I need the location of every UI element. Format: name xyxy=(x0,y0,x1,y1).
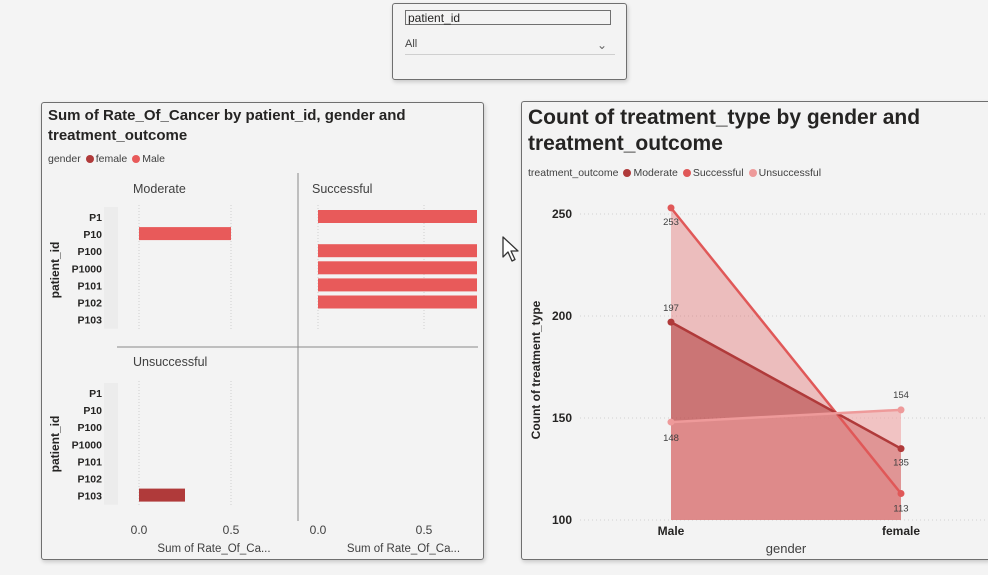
y-tick-label: P101 xyxy=(77,456,102,468)
data-label: 113 xyxy=(893,503,908,514)
slicer-title: patient_id xyxy=(405,10,611,25)
data-label: 197 xyxy=(663,303,679,314)
area-chart-legend: treatment_outcome Moderate Successful Unsuc… xyxy=(528,167,821,179)
bar xyxy=(139,488,185,502)
y-axis-band xyxy=(104,207,118,329)
y-tick-label: P100 xyxy=(77,422,102,434)
bar-chart-visual[interactable]: Sum of Rate_Of_Cancer by patient_id, gen… xyxy=(41,102,484,560)
x-tick-label: female xyxy=(882,524,920,538)
data-point xyxy=(897,406,905,414)
data-point xyxy=(897,489,905,497)
bar-chart-legend: gender female Male xyxy=(48,153,165,165)
mouse-cursor-icon xyxy=(502,236,519,262)
legend-dot-icon xyxy=(85,155,94,163)
y-tick-label: P100 xyxy=(77,246,102,258)
x-tick-label: 0.5 xyxy=(223,523,240,537)
patient-id-slicer: patient_id All ⌄ xyxy=(392,3,627,80)
x-axis-title: gender xyxy=(766,541,807,556)
data-point xyxy=(897,445,905,453)
legend-dot-icon xyxy=(682,169,691,177)
y-tick-label: 200 xyxy=(552,309,572,323)
y-tick-label: P102 xyxy=(77,474,102,486)
y-tick-label: P1000 xyxy=(72,263,103,275)
y-tick-label: 250 xyxy=(552,207,572,221)
legend-title: gender xyxy=(48,153,81,165)
series-line-unsuccessful xyxy=(670,408,902,424)
x-tick-label: 0.0 xyxy=(131,523,148,537)
series-line-successful xyxy=(670,207,902,495)
area-chart-plot: 100 150 200 250 Count of treatment_type 253 19… xyxy=(529,204,988,556)
bar xyxy=(318,278,477,292)
area-unsuccessful xyxy=(671,409,901,520)
bar-chart-title: Sum of Rate_Of_Cancer by patient_id, gen… xyxy=(48,106,406,146)
slicer-value: All xyxy=(405,38,418,50)
y-tick-label: 100 xyxy=(552,513,572,527)
bar xyxy=(139,227,231,241)
y-tick-label: P10 xyxy=(83,405,102,417)
data-point xyxy=(667,204,675,212)
legend-item-moderate[interactable]: Moderate xyxy=(618,167,678,179)
legend-item-unsuccessful[interactable]: Unsuccessful xyxy=(744,167,821,179)
y-tick-label: P101 xyxy=(77,280,102,292)
bar xyxy=(318,261,477,275)
legend-item-male[interactable]: Male xyxy=(127,153,165,165)
x-axis-title: Sum of Rate_Of_Ca... xyxy=(347,543,460,555)
y-tick-label: P103 xyxy=(77,315,102,327)
y-axis-title: Count of treatment_type xyxy=(529,300,543,439)
chevron-down-icon: ⌄ xyxy=(596,38,607,52)
y-tick-label: P1000 xyxy=(72,439,103,451)
data-point xyxy=(667,318,675,326)
bar xyxy=(318,244,477,258)
bar-chart-title-line2: treatment_outcome xyxy=(48,127,188,144)
bar-chart-plot: patient_id patient_id P1 P10 P100 P1000 P101 P1… xyxy=(48,173,478,555)
panel-title: Unsuccessful xyxy=(133,355,207,369)
data-label: 135 xyxy=(893,458,909,469)
y-tick-label: P10 xyxy=(83,229,102,241)
legend-item-female[interactable]: female xyxy=(81,153,127,165)
y-axis-title: patient_id xyxy=(48,242,62,299)
slicer-dropdown[interactable]: All ⌄ xyxy=(405,34,615,55)
bar xyxy=(318,295,477,309)
panel-title: Moderate xyxy=(133,182,186,196)
y-tick-label: P1 xyxy=(89,212,102,224)
x-tick-label: Male xyxy=(658,524,685,538)
series-line-moderate xyxy=(670,321,902,450)
y-tick-label: P103 xyxy=(77,491,102,503)
legend-item-successful[interactable]: Successful xyxy=(678,167,744,179)
panel-title: Successful xyxy=(312,182,372,196)
x-tick-label: 0.0 xyxy=(310,523,327,537)
area-chart-title-line1: Count of treatment_type by gender and xyxy=(528,106,921,129)
area-chart-title-line2: treatment_outcome xyxy=(528,132,723,155)
y-tick-label: P102 xyxy=(77,298,102,310)
data-label: 154 xyxy=(893,390,909,401)
area-chart-visual[interactable]: Count of treatment_type by gender and tr… xyxy=(521,101,988,560)
legend-title: treatment_outcome xyxy=(528,167,619,179)
y-tick-label: 150 xyxy=(552,411,572,425)
y-axis-title: patient_id xyxy=(48,416,62,473)
area-chart-title: Count of treatment_type by gender and tr… xyxy=(528,105,920,157)
x-tick-label: 0.5 xyxy=(416,523,433,537)
legend-dot-icon xyxy=(623,169,632,177)
bar-chart-title-line1: Sum of Rate_Of_Cancer by patient_id, gen… xyxy=(48,107,406,124)
data-label: 148 xyxy=(663,433,679,444)
bar xyxy=(318,210,477,223)
x-axis-title: Sum of Rate_Of_Ca... xyxy=(157,543,270,555)
y-tick-label: P1 xyxy=(89,388,102,400)
legend-dot-icon xyxy=(748,169,757,177)
data-point xyxy=(667,418,675,426)
y-axis-band xyxy=(104,383,118,505)
data-label: 253 xyxy=(663,217,679,228)
legend-dot-icon xyxy=(132,155,141,163)
